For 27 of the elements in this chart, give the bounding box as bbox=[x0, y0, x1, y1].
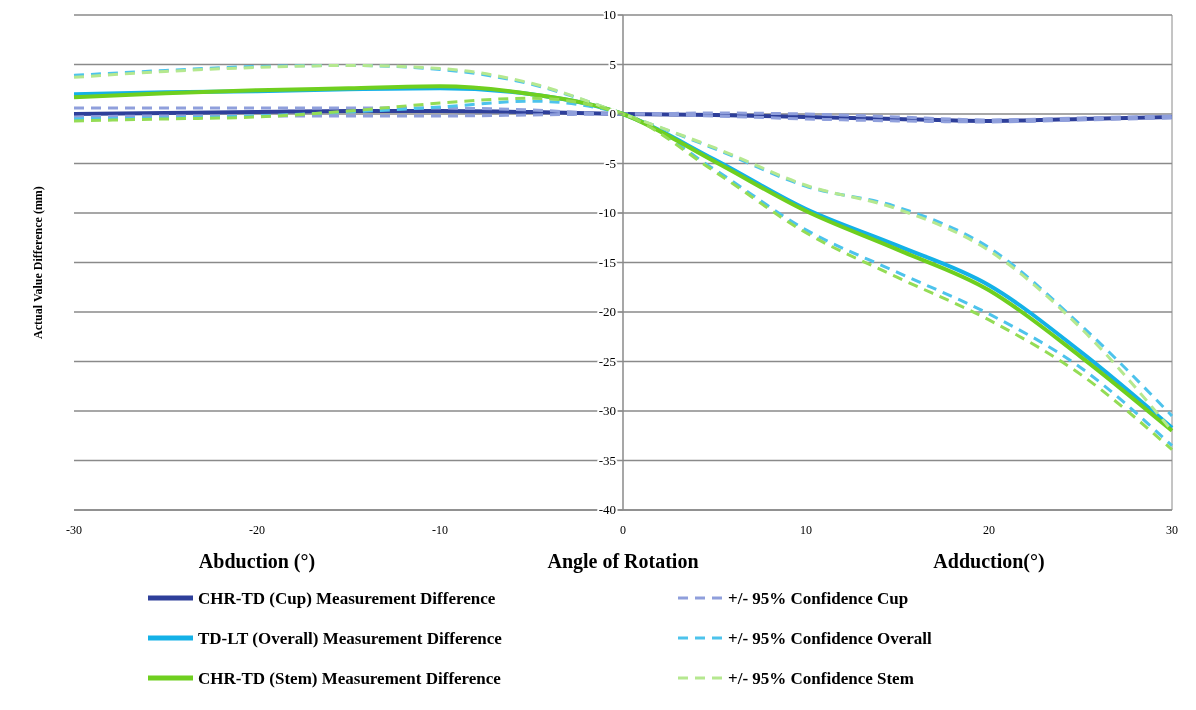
x-tick-label: -20 bbox=[249, 523, 265, 537]
text: Adduction(°) bbox=[933, 550, 1045, 573]
x-tick-label: 30 bbox=[1166, 523, 1178, 537]
y-tick-label: 10 bbox=[603, 7, 616, 22]
y-tick-label: 5 bbox=[609, 56, 616, 72]
legend-label: CHR-TD (Cup) Measurement Difference bbox=[198, 589, 496, 608]
legend-label: TD-LT (Overall) Measurement Difference bbox=[198, 629, 503, 648]
legend-label: +/- 95% Confidence Cup bbox=[728, 589, 909, 608]
y-axis-title: Actual Value Difference (mm) bbox=[31, 186, 45, 339]
text: Abduction (°) bbox=[198, 550, 316, 573]
x-tick-label: -10 bbox=[432, 523, 448, 537]
y-tick-label: -15 bbox=[598, 254, 616, 270]
y-tick-label: -35 bbox=[598, 452, 616, 468]
y-tick-label: -5 bbox=[605, 155, 616, 171]
legend-label: +/- 95% Confidence Overall bbox=[728, 629, 933, 648]
y-tick-label: -10 bbox=[598, 205, 616, 220]
y-tick-label: -25 bbox=[598, 353, 616, 369]
y-tick-label: -20 bbox=[598, 304, 616, 319]
x-tick-label: 10 bbox=[800, 523, 812, 537]
x-tick-label: 0 bbox=[620, 523, 626, 537]
y-tick-label: -40 bbox=[598, 502, 616, 517]
y-tick-label: -30 bbox=[598, 403, 616, 418]
x-tick-label: -30 bbox=[66, 523, 82, 537]
x-axis-title: Angle of Rotation bbox=[547, 550, 699, 573]
x-tick-label: 20 bbox=[983, 523, 995, 537]
legend-label: CHR-TD (Stem) Measurement Difference bbox=[198, 669, 502, 688]
legend-label: +/- 95% Confidence Stem bbox=[728, 669, 914, 688]
